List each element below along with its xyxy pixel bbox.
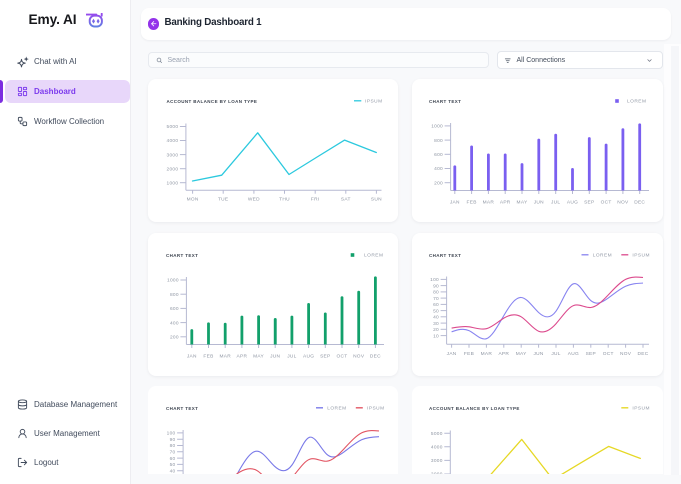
svg-text:OCT: OCT [602,351,613,357]
svg-text:AUG: AUG [567,351,578,357]
svg-text:CHART TEXT: CHART TEXT [166,406,198,411]
svg-text:FRI: FRI [311,197,320,203]
svg-text:4000: 4000 [430,444,442,450]
svg-text:LOREM: LOREM [364,253,383,259]
svg-text:DEC: DEC [637,351,648,357]
svg-text:APR: APR [236,354,247,360]
svg-text:70: 70 [169,449,175,455]
svg-text:80: 80 [433,290,439,296]
svg-text:WED: WED [248,197,260,203]
svg-text:1000: 1000 [167,278,179,284]
svg-text:3000: 3000 [166,152,178,158]
svg-text:JUN: JUN [270,354,280,360]
svg-text:LOREM: LOREM [327,405,346,411]
svg-text:CHART TEXT: CHART TEXT [429,253,461,258]
svg-text:20: 20 [433,327,439,333]
svg-text:SUN: SUN [371,197,382,203]
svg-text:FEB: FEB [466,200,476,206]
svg-text:IPSUM: IPSUM [632,253,650,259]
svg-text:SEP: SEP [320,354,330,360]
svg-text:OCT: OCT [336,354,347,360]
svg-text:APR: APR [499,200,510,206]
svg-text:MAY: MAY [516,200,527,206]
svg-text:1000: 1000 [431,124,443,130]
svg-text:MAR: MAR [219,354,231,360]
svg-text:JAN: JAN [187,354,197,360]
svg-text:600: 600 [170,306,179,312]
svg-text:MAY: MAY [515,351,526,357]
svg-text:MAY: MAY [253,354,264,360]
svg-text:50: 50 [169,462,175,468]
svg-text:70: 70 [433,296,439,302]
svg-text:NOV: NOV [617,200,629,206]
svg-text:SAT: SAT [341,197,351,203]
svg-text:60: 60 [169,456,175,462]
svg-text:1000: 1000 [166,180,178,186]
svg-text:JAN: JAN [446,351,456,357]
svg-text:IPSUM: IPSUM [365,99,383,105]
svg-text:THU: THU [279,197,290,203]
svg-text:60: 60 [433,302,439,308]
svg-text:NOV: NOV [619,351,631,357]
svg-text:600: 600 [434,152,443,158]
svg-text:2000: 2000 [166,166,178,172]
svg-text:80: 80 [169,443,175,449]
svg-text:100: 100 [430,277,439,283]
svg-text:MAR: MAR [482,200,494,206]
svg-text:2000: 2000 [430,471,442,474]
svg-text:5000: 5000 [166,124,178,130]
svg-text:AUG: AUG [566,200,577,206]
svg-text:50: 50 [433,308,439,314]
svg-text:IPSUM: IPSUM [632,405,650,411]
svg-text:FEB: FEB [203,354,213,360]
svg-text:400: 400 [434,166,443,172]
svg-text:CHART TEXT: CHART TEXT [166,253,198,258]
svg-text:AUG: AUG [303,354,314,360]
svg-text:DEC: DEC [370,354,381,360]
svg-text:JAN: JAN [449,200,459,206]
svg-text:90: 90 [169,437,175,443]
svg-text:MAR: MAR [480,351,492,357]
svg-text:TUE: TUE [218,197,228,203]
svg-text:NOV: NOV [353,354,365,360]
svg-text:90: 90 [433,283,439,289]
svg-text:SEP: SEP [585,351,595,357]
svg-text:800: 800 [434,138,443,144]
svg-text:JUL: JUL [551,351,560,357]
svg-text:5000: 5000 [430,431,442,437]
svg-text:LOREM: LOREM [592,253,611,259]
svg-text:800: 800 [170,292,179,298]
svg-text:ACCOUNT BALANCE BY LOAN TYPE: ACCOUNT BALANCE BY LOAN TYPE [429,406,520,411]
svg-text:200: 200 [170,335,179,341]
svg-text:MON: MON [186,197,198,203]
svg-text:SEP: SEP [584,200,594,206]
svg-text:DEC: DEC [634,200,645,206]
svg-text:3000: 3000 [430,458,442,464]
svg-text:FEB: FEB [463,351,473,357]
svg-text:40: 40 [169,468,175,474]
svg-text:JUL: JUL [287,354,296,360]
svg-text:LOREM: LOREM [627,99,646,105]
svg-text:JUL: JUL [551,200,560,206]
svg-text:OCT: OCT [600,200,611,206]
svg-text:10: 10 [433,333,439,339]
svg-text:100: 100 [166,430,175,436]
svg-text:IPSUM: IPSUM [367,405,385,411]
svg-text:ACCOUNT BALANCE BY LOAN TYPE: ACCOUNT BALANCE BY LOAN TYPE [166,99,257,104]
svg-text:APR: APR [498,351,509,357]
svg-text:200: 200 [434,180,443,186]
svg-text:40: 40 [433,315,439,321]
svg-text:CHART TEXT: CHART TEXT [429,99,461,104]
svg-text:400: 400 [170,320,179,326]
svg-text:JUN: JUN [533,200,543,206]
svg-text:JUN: JUN [533,351,543,357]
svg-text:30: 30 [433,321,439,327]
svg-text:4000: 4000 [166,138,178,144]
